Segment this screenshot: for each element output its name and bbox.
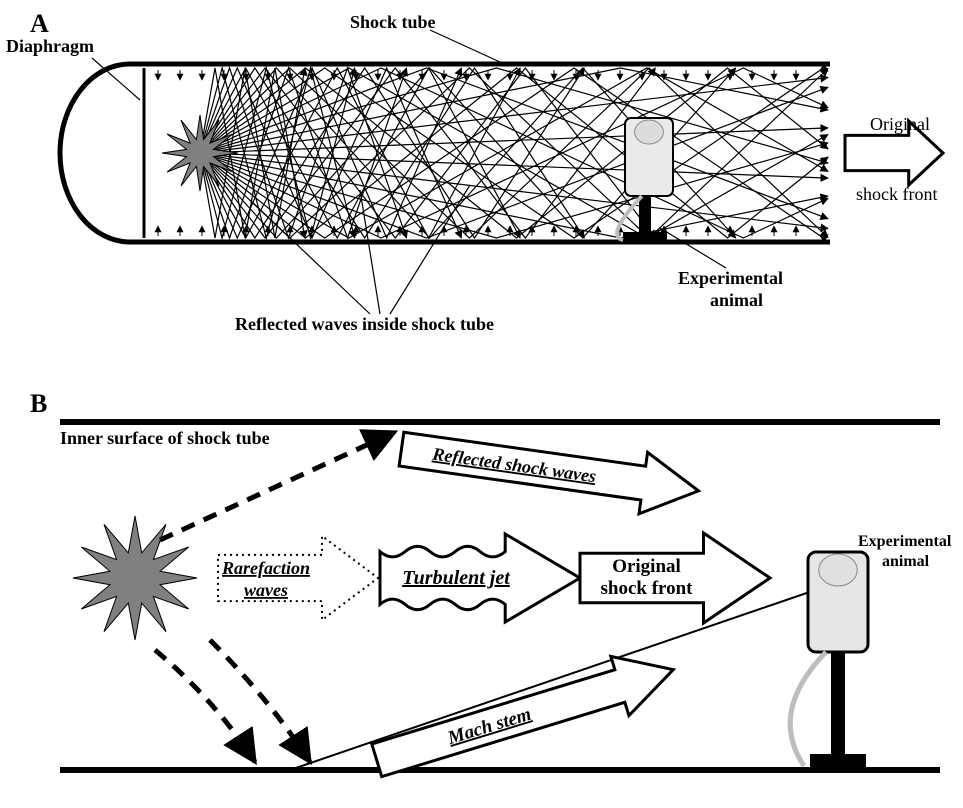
svg-text:A: A — [30, 9, 49, 38]
svg-text:Original: Original — [870, 114, 930, 134]
svg-text:shock front: shock front — [600, 578, 693, 599]
svg-text:shock front: shock front — [856, 184, 937, 204]
svg-text:animal: animal — [882, 553, 930, 570]
svg-text:waves: waves — [244, 580, 288, 600]
svg-text:Rarefaction: Rarefaction — [221, 558, 310, 578]
svg-text:Turbulent jet: Turbulent jet — [402, 567, 511, 589]
svg-text:B: B — [30, 389, 47, 418]
panel-a — [60, 64, 830, 242]
svg-text:Experimental: Experimental — [858, 533, 952, 550]
svg-text:Reflected waves inside shock t: Reflected waves inside shock tube — [235, 314, 494, 334]
svg-text:Diaphragm: Diaphragm — [6, 36, 94, 56]
svg-text:Inner surface of shock tube: Inner surface of shock tube — [60, 428, 270, 448]
svg-text:Original: Original — [612, 556, 681, 577]
svg-text:Shock tube: Shock tube — [350, 12, 436, 32]
svg-text:animal: animal — [710, 290, 763, 310]
svg-text:Experimental: Experimental — [678, 268, 783, 288]
